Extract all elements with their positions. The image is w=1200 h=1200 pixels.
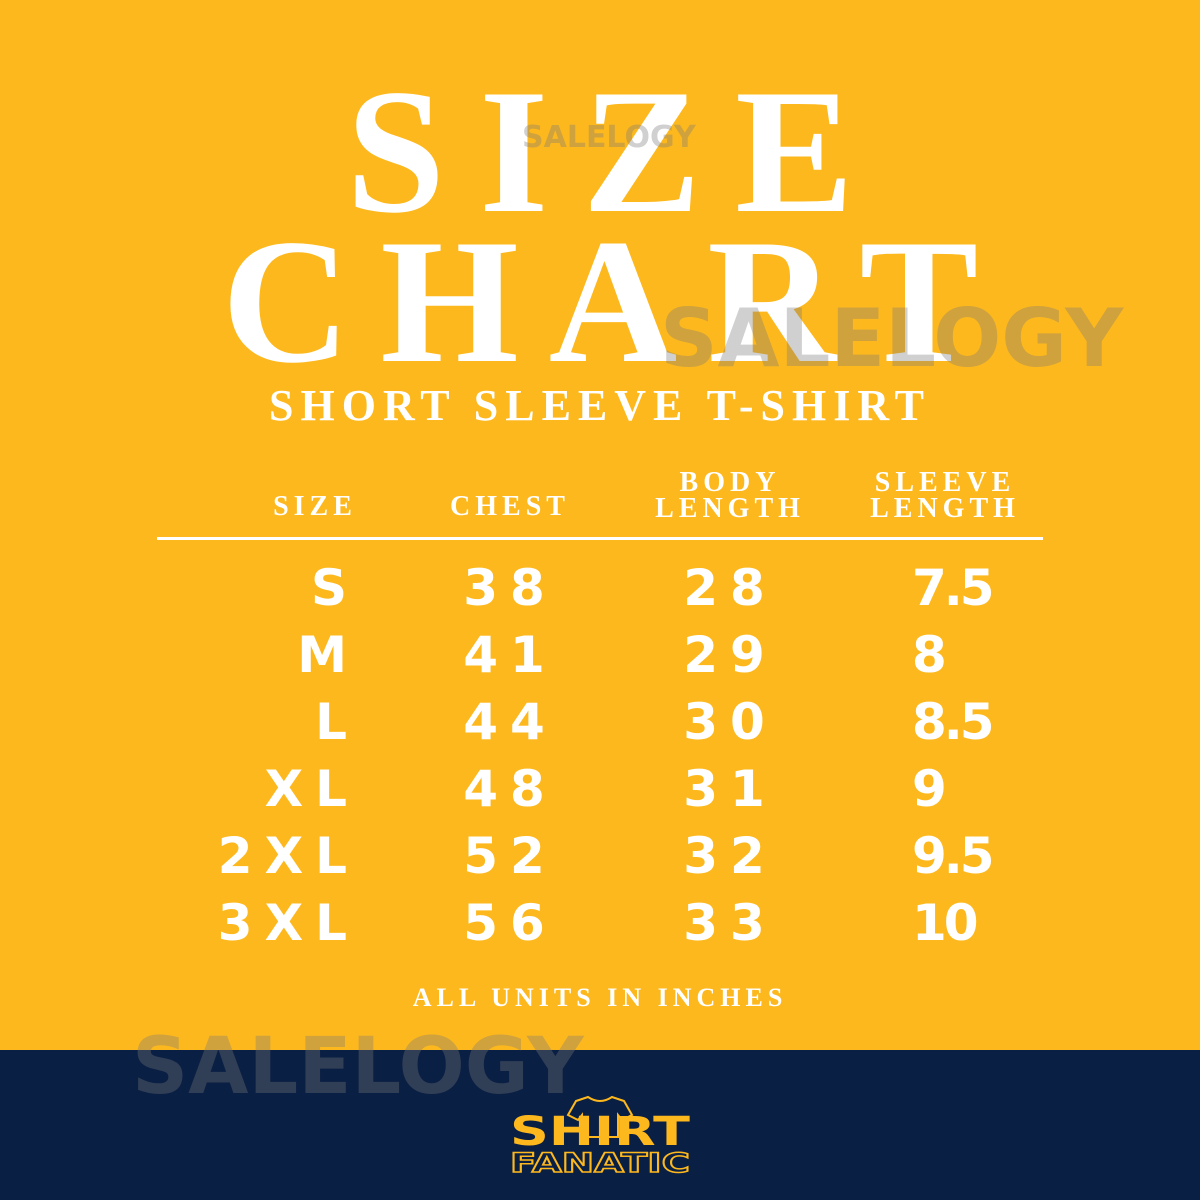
watermark: SALELOGY [132,1022,584,1112]
header-divider [157,537,1043,540]
header-sleeve-line2: LENGTH [870,493,1020,524]
cell-size: 3XL [217,894,359,952]
header-body-line2: LENGTH [655,493,805,524]
cell-body: 32 [683,827,777,885]
logo-line2: FANATIC [510,1148,690,1175]
header-body-length: BODY LENGTH [635,467,825,524]
cell-size: M [297,626,359,684]
watermark: SALELOGY [660,292,1124,385]
header-sleeve-line1: SLEEVE [874,467,1016,498]
cell-chest: 48 [463,760,557,818]
title-chart: CHART [221,202,1009,400]
cell-sleeve: 10 [912,894,979,952]
cell-body: 31 [683,760,777,818]
cell-sleeve: 9.5 [912,827,995,885]
cell-body: 28 [683,559,777,617]
cell-chest: 38 [463,559,557,617]
cell-chest: 44 [463,693,557,751]
watermark: SALELOGY [522,120,696,155]
header-sleeve-length: SLEEVE LENGTH [850,467,1040,524]
header-body-line1: BODY [679,467,781,498]
header-size: SIZE [273,491,357,522]
header-chest: CHEST [450,491,570,522]
cell-sleeve: 7.5 [912,559,995,617]
cell-chest: 52 [463,827,557,885]
cell-size: XL [264,760,359,818]
cell-size: 2XL [217,827,359,885]
cell-chest: 41 [463,626,557,684]
cell-sleeve: 8 [912,626,947,684]
cell-body: 30 [683,693,777,751]
cell-sleeve: 9 [912,760,947,818]
shirt-fanatic-logo: SHIRT FANATIC [509,1095,691,1175]
cell-body: 29 [683,626,777,684]
units-note: ALL UNITS IN INCHES [412,983,788,1012]
cell-body: 33 [683,894,777,952]
t-shirt-icon [566,1095,634,1138]
logo-line1: SHIRT [510,1109,691,1155]
title-size: SIZE [346,52,888,250]
cell-sleeve: 8.5 [912,693,995,751]
cell-chest: 56 [463,894,557,952]
cell-size: L [315,693,359,751]
cell-size: S [310,559,359,617]
subtitle: SHORT SLEEVE T-SHIRT [269,381,931,430]
